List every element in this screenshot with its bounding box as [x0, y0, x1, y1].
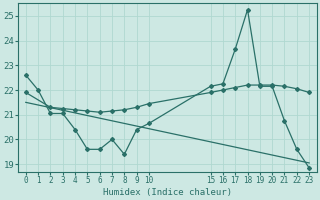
X-axis label: Humidex (Indice chaleur): Humidex (Indice chaleur) [103, 188, 232, 197]
